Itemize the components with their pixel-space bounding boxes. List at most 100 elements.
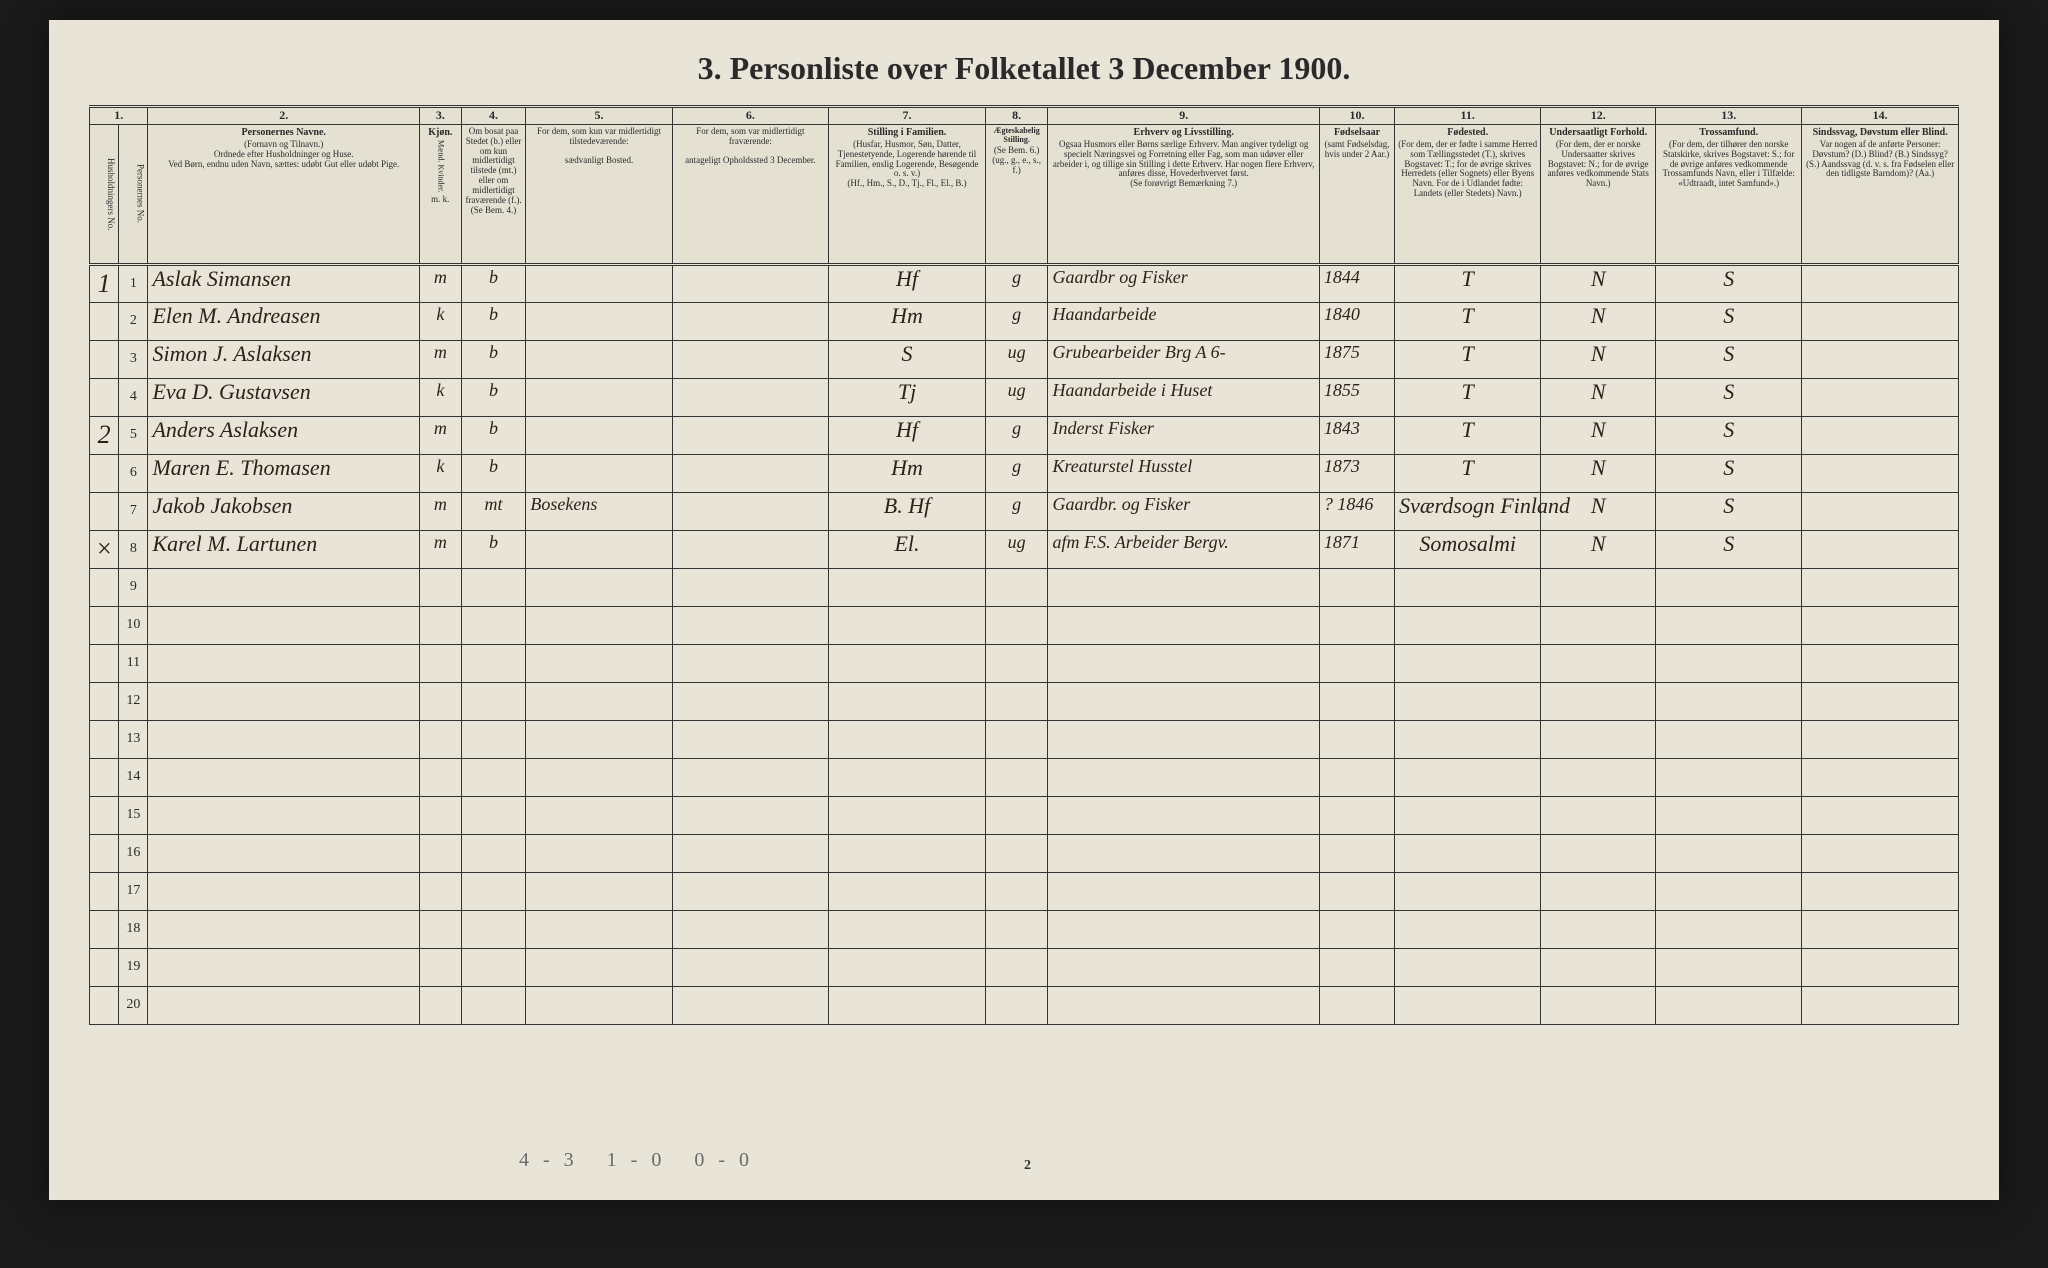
- col-7-num: 7.: [829, 107, 986, 125]
- cell-marital: g: [985, 454, 1048, 492]
- cell-person-no: 17: [119, 872, 148, 910]
- cell-name: Jakob Jakobsen: [148, 492, 419, 530]
- cell-usual-home: [526, 340, 672, 378]
- table-row-empty: 17: [90, 872, 1959, 910]
- cell-family-pos: Tj: [829, 378, 986, 416]
- cell-birthyear: 1840: [1319, 302, 1394, 340]
- cell-empty: [90, 796, 119, 834]
- cell-marital: ug: [985, 340, 1048, 378]
- cell-empty: [90, 568, 119, 606]
- cell-name: Maren E. Thomasen: [148, 454, 419, 492]
- table-row-empty: 16: [90, 834, 1959, 872]
- cell-birthyear: 1855: [1319, 378, 1394, 416]
- cell-birthplace: T: [1395, 378, 1541, 416]
- cell-religion: S: [1656, 416, 1802, 454]
- cell-occupation: Haandarbeide i Huset: [1048, 378, 1319, 416]
- cell-whereabouts: [672, 454, 829, 492]
- cell-family-pos: S: [829, 340, 986, 378]
- cell-person-no: 18: [119, 910, 148, 948]
- cell-sex: k: [419, 378, 461, 416]
- cell-religion: S: [1656, 492, 1802, 530]
- cell-empty: [90, 720, 119, 758]
- hdr-sex: Kjøn. Mænd. Kvinder. m. k.: [419, 124, 461, 264]
- col-5-num: 5.: [526, 107, 672, 125]
- cell-empty: [90, 910, 119, 948]
- cell-person-no: 3: [119, 340, 148, 378]
- cell-whereabouts: [672, 378, 829, 416]
- cell-family-pos: B. Hf: [829, 492, 986, 530]
- table-row: 6 Maren E. Thomasen k b Hm g Kreaturstel…: [90, 454, 1959, 492]
- hdr-religion: Trossamfund. (For dem, der tilhører den …: [1656, 124, 1802, 264]
- cell-sex: m: [419, 530, 461, 568]
- footer-tally: 4-3 1-0 0-0: [519, 1149, 763, 1172]
- cell-marital: ug: [985, 530, 1048, 568]
- page-number: 2: [1024, 1158, 1031, 1174]
- cell-empty: [90, 948, 119, 986]
- cell-person-no: 2: [119, 302, 148, 340]
- cell-name: Aslak Simansen: [148, 264, 419, 302]
- cell-household: 1: [90, 264, 119, 302]
- table-row-empty: 13: [90, 720, 1959, 758]
- cell-family-pos: Hf: [829, 264, 986, 302]
- cell-nationality: N: [1541, 340, 1656, 378]
- cell-person-no: 7: [119, 492, 148, 530]
- cell-household: [90, 340, 119, 378]
- cell-family-pos: El.: [829, 530, 986, 568]
- cell-nationality: N: [1541, 302, 1656, 340]
- table-row-empty: 15: [90, 796, 1959, 834]
- hdr-occupation: Erhverv og Livsstilling. Ogsaa Husmors e…: [1048, 124, 1319, 264]
- cell-person-no: 8: [119, 530, 148, 568]
- cell-usual-home: [526, 302, 672, 340]
- cell-whereabouts: [672, 264, 829, 302]
- cell-disability: [1802, 264, 1959, 302]
- cell-marital: g: [985, 302, 1048, 340]
- cell-occupation: Inderst Fisker: [1048, 416, 1319, 454]
- hdr-residence: Om bosat paa Stedet (b.) eller om kun mi…: [461, 124, 526, 264]
- table-row-empty: 10: [90, 606, 1959, 644]
- cell-occupation: Grubearbeider Brg A 6-: [1048, 340, 1319, 378]
- cell-person-no: 11: [119, 644, 148, 682]
- cell-person-no: 1: [119, 264, 148, 302]
- hdr-marital: Ægteskabelig Stilling. (Se Bem. 6.) (ug.…: [985, 124, 1048, 264]
- cell-person-no: 10: [119, 606, 148, 644]
- cell-empty: [90, 644, 119, 682]
- hdr-person-no: Personernes No.: [119, 124, 148, 264]
- cell-birthplace: T: [1395, 416, 1541, 454]
- cell-whereabouts: [672, 492, 829, 530]
- cell-whereabouts: [672, 340, 829, 378]
- cell-name: Karel M. Lartunen: [148, 530, 419, 568]
- cell-birthplace: Somosalmi: [1395, 530, 1541, 568]
- cell-religion: S: [1656, 378, 1802, 416]
- cell-family-pos: Hf: [829, 416, 986, 454]
- table-header: 1. 2. 3. 4. 5. 6. 7. 8. 9. 10. 11. 12. 1…: [90, 107, 1959, 265]
- cell-residence: b: [461, 340, 526, 378]
- cell-occupation: Gaardbr og Fisker: [1048, 264, 1319, 302]
- col-12-num: 12.: [1541, 107, 1656, 125]
- col-10-num: 10.: [1319, 107, 1394, 125]
- cell-marital: g: [985, 492, 1048, 530]
- cell-birthyear: 1844: [1319, 264, 1394, 302]
- cell-person-no: 20: [119, 986, 148, 1024]
- cell-person-no: 14: [119, 758, 148, 796]
- hdr-disability: Sindssvag, Døvstum eller Blind. Var noge…: [1802, 124, 1959, 264]
- table-row: 3 Simon J. Aslaksen m b S ug Grubearbeid…: [90, 340, 1959, 378]
- hdr-temp-present: For dem, som kun var midlertidigt tilste…: [526, 124, 672, 264]
- cell-household: ×: [90, 530, 119, 568]
- cell-disability: [1802, 454, 1959, 492]
- cell-usual-home: [526, 378, 672, 416]
- cell-nationality: N: [1541, 492, 1656, 530]
- table-row-empty: 12: [90, 682, 1959, 720]
- col-13-num: 13.: [1656, 107, 1802, 125]
- cell-birthplace: T: [1395, 302, 1541, 340]
- cell-residence: b: [461, 416, 526, 454]
- table-row-empty: 11: [90, 644, 1959, 682]
- cell-marital: g: [985, 416, 1048, 454]
- cell-sex: m: [419, 264, 461, 302]
- hdr-household-no: Husholdningers No.: [90, 124, 119, 264]
- col-3-num: 3.: [419, 107, 461, 125]
- cell-disability: [1802, 378, 1959, 416]
- page-title: 3. Personliste over Folketallet 3 Decemb…: [89, 50, 1959, 87]
- cell-birthyear: 1873: [1319, 454, 1394, 492]
- cell-religion: S: [1656, 454, 1802, 492]
- cell-person-no: 9: [119, 568, 148, 606]
